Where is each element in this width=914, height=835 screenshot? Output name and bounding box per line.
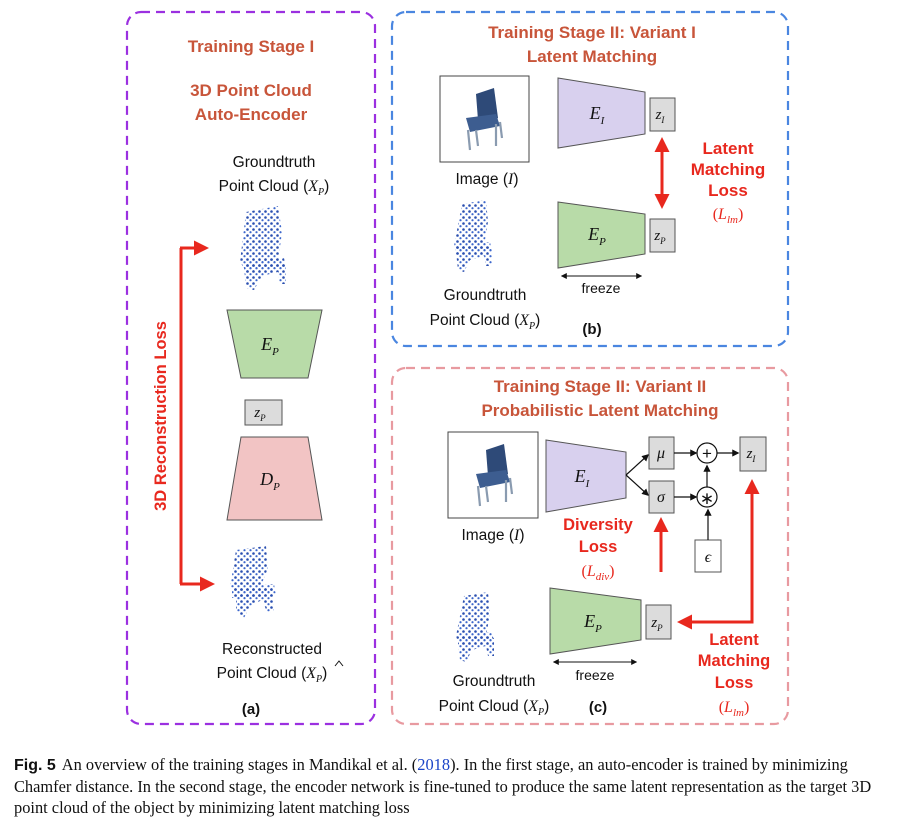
panel-c-gt-pointcloud-icon xyxy=(456,592,494,662)
panel-a-tag: (a) xyxy=(242,701,260,718)
panel-c-sigma-box xyxy=(648,480,675,514)
panel-c-diversity-symbol: (Ldiv) xyxy=(581,563,614,583)
panel-b: Training Stage II: Variant I Latent Matc… xyxy=(390,10,790,348)
panel-a-title-line2: 3D Point Cloud xyxy=(190,81,312,100)
panel-b-gt-label-line1: Groundtruth xyxy=(444,287,527,304)
panel-c-border xyxy=(390,366,790,726)
panel-c-loss-line2: Matching xyxy=(698,652,770,670)
panel-a-loss-label: 3D Reconstruction Loss xyxy=(152,321,170,511)
panel-c-title-line1: Training Stage II: Variant II xyxy=(494,377,707,396)
panel-b-tag: (b) xyxy=(582,321,601,338)
panel-a-latent-zp xyxy=(244,399,283,426)
panel-a: Training Stage I 3D Point Cloud Auto-Enc… xyxy=(125,10,377,726)
panel-a-recon-pointcloud-icon xyxy=(230,546,276,618)
panel-b-loss-line3: Loss xyxy=(708,181,748,200)
panel-a-gt-label-line1: Groundtruth xyxy=(233,154,316,171)
panel-c-loss-line3: Loss xyxy=(715,674,754,692)
panel-c-encoder-p-label: EP xyxy=(583,611,602,635)
panel-a-title-line1: Training Stage I xyxy=(188,37,315,56)
panel-c-times-symbol: ∗ xyxy=(700,489,714,508)
panel-b-encoder-ep xyxy=(557,201,646,269)
panel-c-title-line2: Probabilistic Latent Matching xyxy=(481,401,718,420)
panel-c: Training Stage II: Variant II Probabilis… xyxy=(390,366,790,726)
panel-c-encoder-ep xyxy=(549,587,642,655)
panel-c-gt-label-line2: Point Cloud (XP) xyxy=(439,698,550,718)
panel-a-hat-icon xyxy=(334,660,344,667)
panel-b-border xyxy=(390,10,790,348)
panel-c-loss-line1: Latent xyxy=(709,631,759,649)
panel-a-encoder-label: EP xyxy=(260,334,279,358)
panel-c-latent-zp xyxy=(645,604,672,640)
caption-label: Fig. 5 xyxy=(14,757,56,774)
panel-a-gt-pointcloud-icon xyxy=(240,206,286,290)
panel-c-tag: (c) xyxy=(589,699,607,716)
panel-c-branch-arrow-sigma xyxy=(625,474,650,496)
panel-c-encoder-ei xyxy=(545,439,627,513)
panel-c-encoder-i-label: EI xyxy=(574,466,591,490)
panel-b-title-line1: Training Stage II: Variant I xyxy=(488,23,696,42)
panel-a-recon-label-line2: Point Cloud (XP) xyxy=(217,665,328,685)
panel-c-chair-image-icon xyxy=(476,444,514,507)
caption-text-before-cite: An overview of the training stages in Ma… xyxy=(61,755,418,774)
panel-b-latent-p-label: zP xyxy=(653,228,666,246)
panel-b-loss-line2: Matching xyxy=(691,160,766,179)
panel-b-loss-line1: Latent xyxy=(703,139,754,158)
panel-c-latent-p-label: zP xyxy=(650,615,663,633)
panel-b-loss-symbol: (Llm) xyxy=(713,206,744,226)
panel-c-latent-i-label: zI xyxy=(746,446,757,464)
panel-b-gt-label-line2: Point Cloud (XP) xyxy=(430,312,541,332)
caption-text-after-cite: ). In the first stage, an auto-encoder i… xyxy=(14,755,872,817)
panel-b-encoder-p-label: EP xyxy=(587,224,606,248)
panel-b-latent-zi xyxy=(649,97,676,132)
panel-c-loss-symbol: (Llm) xyxy=(719,699,750,719)
panel-a-decoder-label: DP xyxy=(259,469,280,493)
panel-a-encoder-ep xyxy=(226,309,323,379)
panel-b-title-line2: Latent Matching xyxy=(527,47,657,66)
panel-b-gt-pointcloud-icon xyxy=(454,200,492,272)
panel-b-latent-i-label: zI xyxy=(655,107,666,125)
panel-a-recon-label-line1: Reconstructed xyxy=(222,641,322,658)
panel-c-latent-matching-arrow xyxy=(677,479,760,630)
panel-c-mu-label: μ xyxy=(656,445,665,462)
panel-b-image-label: Image (I) xyxy=(455,171,518,188)
panel-b-latent-zp xyxy=(649,218,676,253)
panel-a-gt-label-line2: Point Cloud (XP) xyxy=(219,178,330,198)
panel-a-border xyxy=(125,10,377,726)
figure-caption: Fig. 5 An overview of the training stages… xyxy=(14,754,904,818)
panel-a-latent-label: zP xyxy=(253,405,266,423)
panel-c-diversity-line2: Loss xyxy=(579,538,618,556)
panel-b-encoder-i-label: EI xyxy=(589,103,606,127)
panel-c-mu-box xyxy=(648,436,675,470)
panel-c-latent-zi xyxy=(739,436,767,472)
panel-c-plus-symbol: + xyxy=(702,444,712,463)
panel-b-encoder-ei xyxy=(557,77,646,149)
caption-citation-link[interactable]: 2018 xyxy=(417,755,451,774)
figure-diagram: Training Stage I 3D Point Cloud Auto-Enc… xyxy=(125,10,790,726)
panel-c-gt-label-line1: Groundtruth xyxy=(453,673,536,690)
panel-c-branch-arrow-mu xyxy=(625,454,650,476)
panel-c-sigma-label: σ xyxy=(657,489,666,506)
panel-c-diversity-line1: Diversity xyxy=(563,516,634,534)
panel-a-decoder-dp xyxy=(226,436,323,521)
panel-b-chair-image-icon xyxy=(466,88,504,151)
panel-a-title-line3: Auto-Encoder xyxy=(195,105,308,124)
panel-c-image-label: Image (I) xyxy=(461,527,524,544)
panel-b-freeze-label: freeze xyxy=(582,280,621,296)
panel-c-epsilon-label: ϵ xyxy=(705,549,712,566)
panel-c-freeze-label: freeze xyxy=(576,667,615,683)
